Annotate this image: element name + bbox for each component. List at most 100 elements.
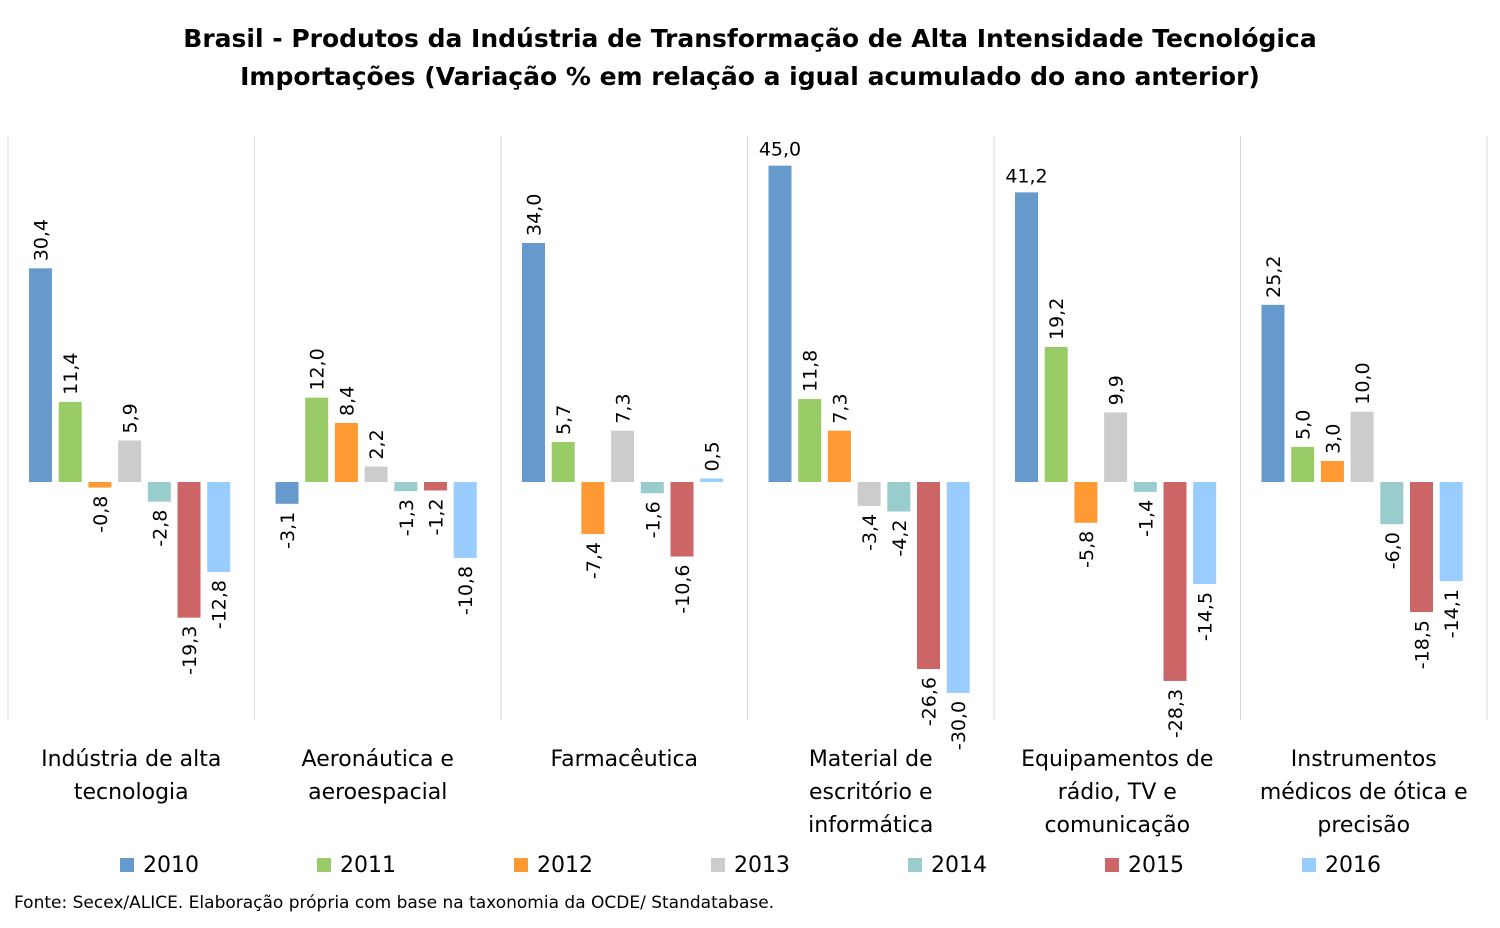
data-label: -6,0: [1382, 532, 1404, 569]
bar: [1439, 482, 1463, 582]
bar: [58, 401, 82, 482]
data-label: 7,3: [829, 393, 851, 423]
bar: [1291, 446, 1315, 482]
legend-label: 2010: [143, 852, 199, 878]
data-label: 30,4: [31, 219, 53, 261]
data-label: -4,2: [889, 520, 911, 557]
data-label: 5,9: [120, 403, 142, 433]
bar: [88, 482, 112, 488]
data-label: -5,8: [1076, 531, 1098, 568]
legend-label: 2016: [1325, 852, 1381, 878]
legend-swatch: [908, 858, 922, 872]
bar: [1015, 192, 1038, 482]
legend-swatch: [514, 858, 528, 872]
bar: [453, 482, 477, 558]
legend-swatch: [317, 858, 331, 872]
bar: [551, 441, 575, 482]
data-label: -12,8: [209, 580, 231, 629]
bar: [177, 482, 201, 618]
data-label: -26,6: [919, 677, 941, 726]
legend-label: 2012: [537, 852, 593, 878]
bar: [640, 482, 664, 494]
bar: [768, 165, 792, 482]
data-label: 34,0: [524, 194, 546, 236]
data-label: -2,8: [149, 510, 171, 547]
bar: [334, 422, 358, 482]
data-label: 11,8: [800, 350, 822, 392]
category-label: Equipamentos de rádio, TV e comunicação: [1021, 747, 1213, 838]
bar: [305, 397, 329, 482]
bar: [1320, 460, 1344, 482]
data-label: 9,9: [1106, 375, 1128, 405]
bar: [1261, 304, 1285, 482]
bar: [1163, 482, 1187, 681]
data-label: -10,6: [672, 565, 694, 614]
bar: [857, 482, 881, 506]
category-label: Aeronáutica e aeroespacial: [302, 747, 454, 805]
bar: [1104, 412, 1128, 482]
bar: [917, 482, 940, 669]
bar: [275, 482, 299, 504]
source-note: Fonte: Secex/ALICE. Elaboração própria c…: [14, 893, 775, 913]
data-label: 2,2: [366, 429, 388, 459]
data-label: -28,3: [1165, 689, 1187, 738]
data-label: 45,0: [759, 139, 801, 161]
data-label: 0,5: [702, 441, 724, 471]
bar: [581, 482, 605, 535]
bar: [1410, 482, 1433, 613]
data-label: -3,4: [859, 514, 881, 551]
data-label: -18,5: [1412, 620, 1434, 669]
bar: [1044, 347, 1068, 482]
data-label: 3,0: [1322, 424, 1344, 454]
bar: [1133, 482, 1157, 492]
bar: [1193, 482, 1217, 584]
category-label: Material de escritório e informática: [808, 747, 933, 838]
legend-item: 2010: [120, 848, 199, 882]
data-label: -1,3: [396, 499, 418, 536]
data-label: -14,5: [1195, 592, 1217, 641]
legend-label: 2015: [1128, 852, 1184, 878]
data-label: -1,4: [1135, 500, 1157, 537]
legend-item: 2014: [908, 848, 987, 882]
data-label: 10,0: [1352, 362, 1374, 404]
chart-title: Brasil - Produtos da Indústria de Transf…: [0, 20, 1500, 96]
legend-label: 2013: [734, 852, 790, 878]
data-label: -30,0: [948, 701, 970, 750]
bar: [798, 399, 822, 482]
category-label: Farmacêutica: [550, 747, 698, 772]
data-label: 8,4: [336, 386, 358, 416]
data-label: 19,2: [1046, 298, 1068, 340]
bar: [147, 482, 171, 502]
bar: [29, 268, 52, 482]
data-label: 7,3: [613, 393, 635, 423]
legend: 2010 2011 2012 2013 2014 2015 2016: [0, 848, 1500, 882]
bar: [394, 482, 418, 492]
bar: [887, 482, 911, 512]
legend-swatch: [711, 858, 725, 872]
bar: [1350, 411, 1374, 482]
category-label: Instrumentos médicos de ótica e precisão: [1260, 747, 1468, 838]
bar: [946, 482, 970, 693]
data-label: -10,8: [455, 566, 477, 615]
legend-item: 2013: [711, 848, 790, 882]
legend-label: 2014: [931, 852, 987, 878]
bar: [827, 430, 851, 482]
data-label: 12,0: [307, 348, 329, 390]
data-label: 41,2: [1005, 165, 1047, 187]
legend-swatch: [1105, 858, 1119, 872]
legend-label: 2011: [340, 852, 396, 878]
bar: [611, 430, 635, 482]
data-label: 25,2: [1263, 256, 1285, 298]
bar: [364, 466, 388, 482]
bar: [670, 482, 694, 557]
chart-subtitle: Importações (Variação % em relação a igu…: [240, 62, 1260, 91]
bar: [1380, 482, 1404, 525]
data-label: -7,4: [583, 542, 605, 579]
bar: [118, 440, 142, 482]
legend-item: 2015: [1105, 848, 1184, 882]
data-label: -19,3: [179, 626, 201, 675]
legend-item: 2016: [1302, 848, 1381, 882]
data-label: 11,4: [60, 353, 82, 395]
legend-item: 2011: [317, 848, 396, 882]
